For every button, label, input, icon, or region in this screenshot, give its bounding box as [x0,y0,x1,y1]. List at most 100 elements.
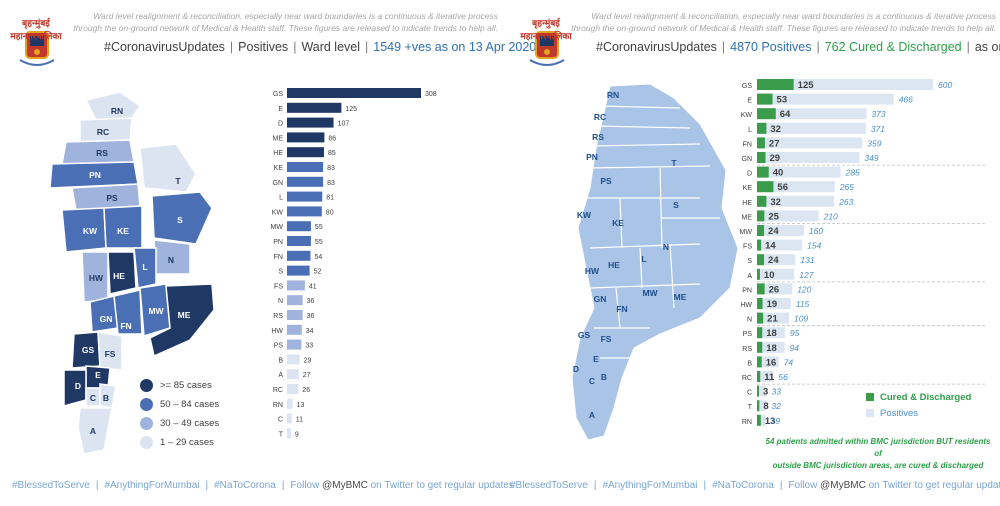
category-label: MW [271,224,284,231]
ward-label-D: D [75,381,81,391]
category-label: A [747,273,752,280]
ward-label-ME: ME [178,310,191,320]
cured-bar-C [757,385,759,397]
ward-label-FN: FN [616,304,627,314]
category-label: A [278,372,283,379]
positives-value: 120 [797,284,811,294]
legend-item-cured: Cured & Discharged [866,389,971,405]
note-line: Ward level realignment & reconciliation,… [591,11,996,21]
cured-bar-FS [757,239,762,251]
positives-bar-GS [757,79,933,90]
ward-label-RN: RN [111,106,123,116]
bar-C [287,413,292,424]
hashtag-link[interactable]: #BlessedToServe [12,480,90,491]
category-label: GS [273,91,283,98]
value-label: 55 [315,224,323,231]
value-label: 36 [307,298,315,305]
ward-label-GN: GN [100,314,113,324]
positives-bar-B [757,356,779,368]
cured-value: 32 [770,124,781,135]
category-label: RN [742,419,752,426]
ward-label-ME: ME [674,292,687,302]
ward-FS [97,331,123,371]
category-label: ME [742,214,753,221]
value-label: 13 [297,402,305,409]
cured-bar-KE [757,181,774,193]
legend-label: 30 – 49 cases [160,418,220,429]
cured-bar-KW [757,108,776,120]
hashtag: #CoronavirusUpdates [596,40,717,54]
ward-label-GN: GN [594,294,607,304]
twitter-handle-link[interactable]: @MyBMC [322,480,368,491]
ward-label-KE: KE [612,218,624,228]
category-label: FN [743,141,752,148]
value-label: 81 [326,195,334,202]
positives-bar-T [757,400,767,412]
value-label: 33 [305,343,313,350]
footer-left: #BlessedToServe | #AnythingForMumbai | #NaTo… [12,480,514,491]
legend-item: 50 – 84 cases [140,395,219,414]
ward-ME [149,283,215,358]
positives-bar-chart: GS 308 E 125 D 107 ME 86 HE 85 KE 83 GN 83 L 81 KW 80 MW 55… [271,88,437,439]
headline: #CoronavirusUpdates | Positives | Ward level… [104,40,537,54]
category-label: RC [742,375,752,382]
positives-value: 94 [790,343,800,353]
ward-label-C: C [90,393,96,403]
category-label: L [748,127,752,134]
cured-bar-HW [757,298,763,309]
hashtag-link[interactable]: #NaToCorona [712,480,774,491]
cured-value: 26 [769,284,780,295]
bar-L [287,191,323,202]
disclaimer-note: Ward level realignment & reconciliation,… [560,10,996,34]
legend-item-positives: Positives [866,405,971,421]
bar-PN [287,236,311,246]
cured-bar-S [757,254,765,266]
hashtag-link[interactable]: #NaToCorona [214,480,276,491]
ward-HE [107,251,137,295]
category-label: HW [271,328,283,335]
hashtag: #CoronavirusUpdates [104,40,225,54]
ward-label-PS: PS [106,193,118,203]
cured-value: 24 [768,226,779,237]
follow-text: Follow [290,480,320,491]
positives-bar-S [757,254,796,266]
twitter-handle-link[interactable]: @MyBMC [820,480,866,491]
ward-label-RN: RN [607,90,619,100]
bar-GN [287,176,324,187]
category-label: ME [273,135,284,142]
cured-value: 11 [764,372,775,383]
ward-label-L: L [142,262,147,272]
emblem-icon [529,31,565,66]
legend-label: 1 – 29 cases [160,437,214,448]
ward-label-GS: GS [578,330,591,340]
positives-value: 74 [784,357,794,367]
ward-map: RN RC RS PN PS T KW KE S N L HW HE GN FN MW ME GS FSE DC B A [571,83,739,441]
category-label: D [278,121,283,128]
ward-label-MW: MW [642,288,658,298]
legend-item: 1 – 29 cases [140,433,219,452]
emblem-icon [19,31,55,66]
bar-ME [287,132,325,143]
note-line: Ward level realignment & reconciliation,… [93,11,498,21]
value-label: 11 [296,417,303,424]
positives-bar-RS [757,341,785,353]
cured-bar-HE [757,195,767,207]
hashtag-link[interactable]: #AnythingForMumbai [602,480,698,491]
cured-value: 27 [769,138,780,149]
hashtag-link[interactable]: #BlessedToServe [510,480,588,491]
hashtag-link[interactable]: #AnythingForMumbai [104,480,200,491]
category-label: KW [741,112,753,119]
legend-label: >= 85 cases [160,380,212,391]
positives-bar-PN [757,283,793,295]
positives-value: 32 [771,401,781,411]
value-label: 308 [425,91,437,98]
positives-value: 285 [845,168,860,178]
bar-E [287,102,342,113]
legend-square-icon [866,409,874,417]
category-label: S [747,258,752,265]
value-label: 52 [314,269,322,276]
ward-label-B: B [103,393,109,403]
right-panel: Ward level realignment & reconciliation,… [500,0,1000,506]
bar-T [287,428,291,439]
